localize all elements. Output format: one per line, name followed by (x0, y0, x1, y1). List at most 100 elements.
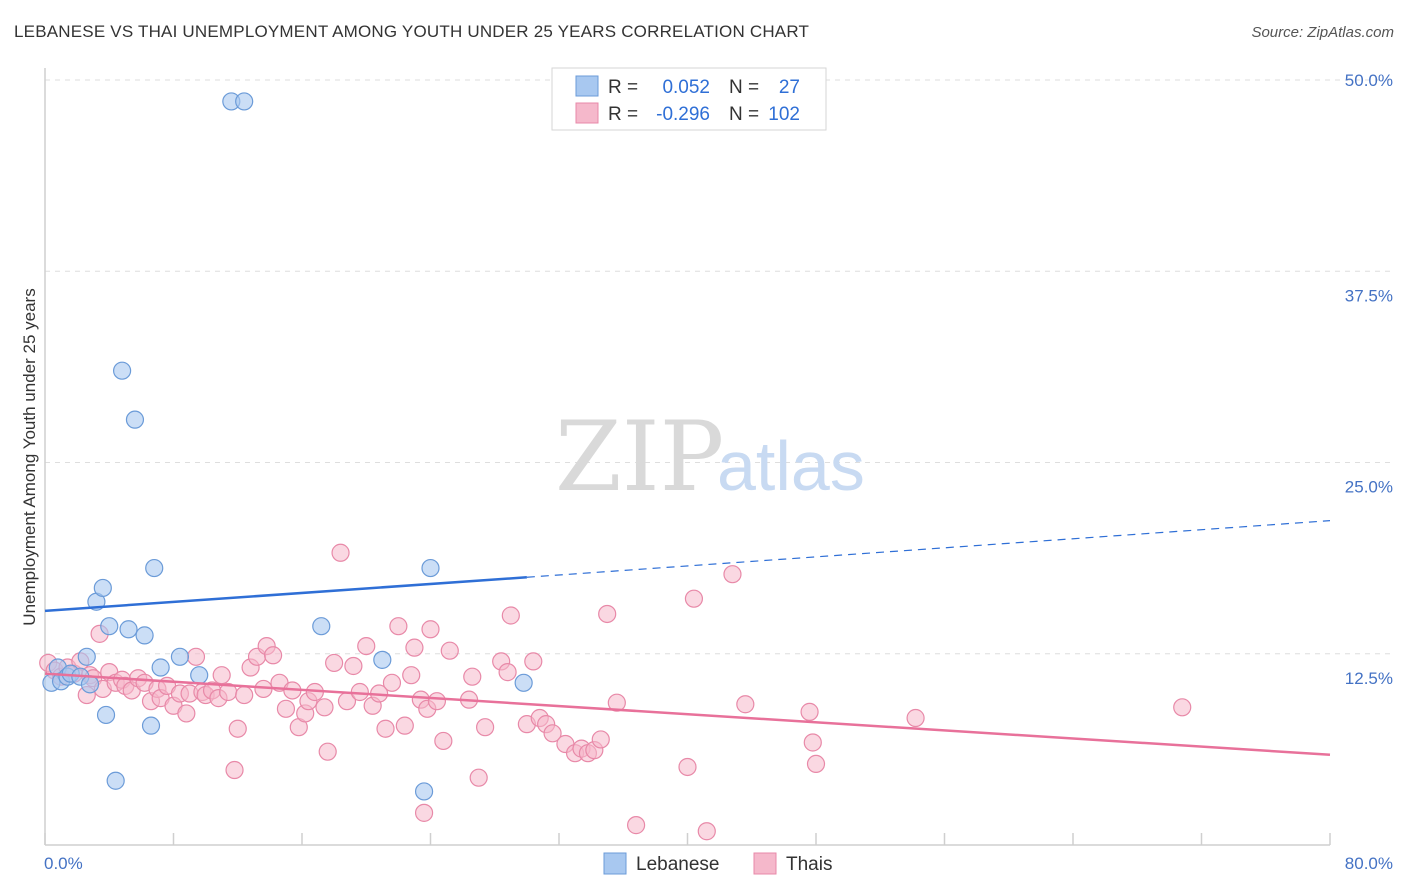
lebanese-point (106, 771, 125, 790)
thais-point (678, 757, 697, 777)
lebanese-point (373, 650, 392, 669)
legend-swatch-thais (575, 102, 599, 124)
thais-point (626, 816, 646, 835)
legend-r-label-thais: R = (608, 104, 638, 125)
series-legend: Lebanese Thais (603, 852, 832, 875)
bottom-legend-swatch-lebanese (603, 852, 627, 875)
trend-lines (44, 520, 1331, 756)
thais-point (421, 620, 440, 639)
thais-trend-line (44, 672, 1331, 756)
watermark-atlas: atlas (717, 427, 865, 505)
thais-point (501, 606, 520, 625)
legend-swatch-lebanese (575, 75, 599, 97)
lebanese-point (125, 410, 145, 429)
thais-point (1173, 698, 1192, 717)
thais-point (427, 692, 447, 711)
legend-r-value-lebanese: 0.052 (662, 77, 710, 98)
series-lebanese-points (42, 92, 533, 801)
thais-point (607, 693, 626, 712)
lebanese-point (80, 675, 100, 694)
gridlines (45, 79, 1393, 655)
thais-point (524, 652, 543, 671)
thais-point (212, 666, 231, 685)
thais-point (405, 638, 424, 657)
lebanese-point (96, 705, 116, 725)
thais-point (440, 641, 459, 660)
chart-source: Source: ZipAtlas.com (1251, 24, 1394, 41)
lebanese-point (190, 666, 209, 685)
series-thais-points (39, 543, 1192, 841)
chart-title: LEBANESE VS THAI UNEMPLOYMENT AMONG YOUT… (14, 22, 810, 41)
y-tick-label: 25.0% (1345, 478, 1393, 497)
thais-point (591, 730, 610, 749)
x-tick-label-max: 80.0% (1345, 854, 1393, 873)
thais-point (186, 647, 206, 666)
y-tick-labels: 12.5% 25.0% 37.5% 50.0% (1345, 71, 1393, 688)
watermark-zip: ZIP (555, 401, 724, 513)
thais-point (263, 646, 283, 665)
lebanese-point (312, 617, 331, 636)
lebanese-point (151, 658, 170, 677)
thais-point (325, 653, 344, 673)
thais-point (318, 742, 337, 761)
thais-point (723, 565, 742, 584)
thais-point (414, 803, 434, 822)
lebanese-point (514, 673, 533, 692)
lebanese-point (421, 558, 440, 578)
y-tick-label: 12.5% (1345, 669, 1393, 688)
thais-point (469, 768, 488, 787)
legend-n-label-thais: N = (729, 104, 759, 125)
thais-point (906, 708, 925, 728)
lebanese-point (141, 716, 161, 735)
thais-point (276, 699, 296, 718)
y-tick-label: 50.0% (1345, 71, 1393, 90)
thais-point (344, 656, 363, 676)
legend-n-label-lebanese: N = (729, 77, 759, 98)
lebanese-trend-line (44, 576, 527, 613)
lebanese-point (414, 782, 434, 801)
lebanese-point (145, 558, 164, 578)
x-axis-ticks (44, 833, 1331, 845)
y-tick-label: 37.5% (1345, 286, 1393, 305)
thais-point (697, 822, 716, 841)
thais-point (543, 724, 562, 743)
thais-point (803, 733, 822, 752)
thais-point (498, 663, 517, 682)
thais-point (228, 719, 247, 738)
thais-point (235, 685, 254, 705)
thais-point (598, 604, 617, 624)
thais-point (395, 716, 414, 735)
lebanese-point (170, 647, 190, 666)
thais-point (389, 617, 408, 636)
thais-point (463, 667, 482, 686)
lebanese-point (235, 92, 254, 111)
thais-point (177, 704, 196, 723)
thais-point (382, 673, 402, 692)
thais-point (434, 731, 453, 751)
thais-point (806, 754, 826, 774)
x-tick-label-min: 0.0% (44, 854, 83, 873)
lebanese-point (112, 361, 132, 380)
lebanese-trend-extension (526, 520, 1331, 578)
lebanese-point (135, 626, 154, 645)
thais-point (684, 589, 704, 608)
thais-point (736, 695, 755, 714)
thais-point (331, 543, 350, 562)
bottom-legend-swatch-thais (753, 852, 777, 875)
thais-point (402, 666, 421, 685)
legend-n-value-thais: 102 (768, 104, 800, 125)
legend-n-value-lebanese: 27 (779, 77, 800, 98)
lebanese-point (100, 617, 119, 636)
lebanese-point (77, 647, 96, 666)
thais-point (315, 698, 334, 717)
thais-point (800, 702, 819, 721)
lebanese-point (93, 578, 112, 598)
thais-point (476, 718, 495, 737)
bottom-legend-label-thais: Thais (786, 854, 832, 875)
y-axis-label: Unemployment Among Youth under 25 years (20, 288, 39, 625)
legend-r-value-thais: -0.296 (656, 104, 710, 125)
thais-point (376, 719, 395, 738)
thais-point (357, 636, 376, 656)
correlation-legend: R = 0.052 N = 27 R = -0.296 N = 102 (551, 67, 827, 131)
